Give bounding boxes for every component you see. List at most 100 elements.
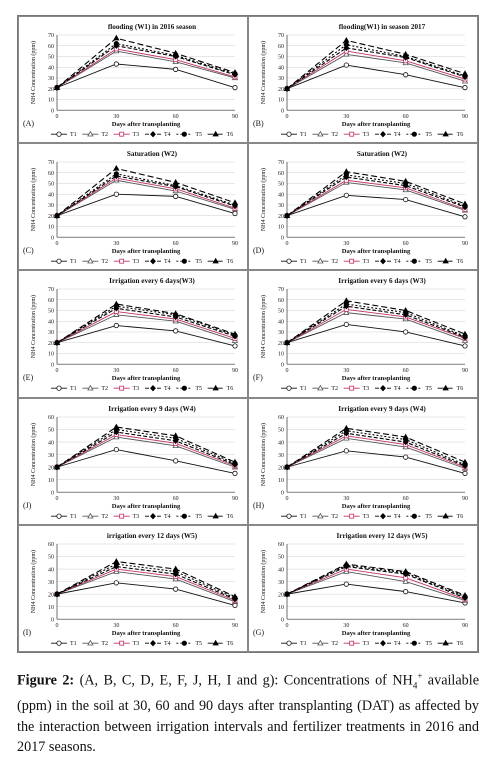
- data-point-t1: [232, 211, 238, 217]
- chart-panel: Irrigation every 9 days (W4) 0 10 20 30 40 50 6…: [248, 397, 478, 525]
- y-tick-label: 50: [48, 427, 54, 433]
- x-tick-label: 0: [286, 623, 289, 629]
- y-tick-label: 40: [48, 320, 54, 326]
- y-tick-label: 20: [278, 341, 284, 347]
- data-point-t6: [343, 36, 350, 43]
- series-line-t2: [286, 182, 466, 217]
- data-point-t6: [53, 463, 61, 469]
- data-point-t1: [173, 457, 179, 464]
- data-point-t6: [53, 84, 61, 90]
- data-point-t1: [462, 343, 468, 349]
- legend-label: T6: [227, 132, 234, 138]
- x-axis-label: Days after transplanting: [112, 376, 181, 383]
- y-axis-label: NH4 Concentration (ppm): [260, 168, 267, 231]
- x-tick-label: 60: [173, 623, 179, 629]
- series-line-t6: [286, 171, 466, 217]
- legend-marker: [212, 512, 219, 518]
- legend-label: T1: [70, 387, 77, 393]
- y-tick-label: 20: [278, 87, 284, 93]
- legend-marker: [317, 130, 324, 137]
- series-line-t5: [56, 173, 236, 217]
- series-line-t5: [56, 563, 236, 599]
- chart-panel: Irrigation every 9 days (W4) 0 10 20 30 40 50 6…: [18, 397, 248, 525]
- line-chart: flooding (W1) in 2016 season 0 10 20 30 40 50 6…: [23, 23, 239, 138]
- x-tick-label: 60: [403, 623, 409, 629]
- panel-letter: (E): [23, 374, 34, 383]
- line-chart: Irrigation every 6 days(W3) 0 10 20 30 40 50 60…: [23, 277, 239, 393]
- series-line-t1: [56, 582, 236, 606]
- x-tick-label: 60: [173, 114, 179, 120]
- legend-label: T5: [195, 514, 202, 520]
- y-tick-label: 20: [278, 214, 284, 220]
- x-tick-label: 30: [113, 369, 119, 375]
- y-tick-label: 30: [48, 580, 54, 586]
- series-line-t2: [56, 314, 236, 344]
- chart-title: flooding(W1) in season 2017: [339, 23, 426, 31]
- y-tick-label: 10: [278, 605, 284, 611]
- data-point-t6: [113, 301, 120, 307]
- y-tick-label: 10: [278, 352, 284, 358]
- data-point-t6: [461, 331, 469, 337]
- y-tick-label: 0: [51, 108, 54, 114]
- legend-marker: [150, 258, 156, 265]
- legend-marker: [56, 258, 62, 264]
- series-line-t1: [286, 583, 466, 604]
- legend-marker: [119, 258, 125, 264]
- legend-marker: [119, 131, 125, 137]
- legend-marker: [119, 513, 125, 519]
- data-point-t1: [343, 192, 349, 199]
- legend-label: T2: [101, 132, 108, 138]
- caption-text-2: available (ppm) in the soil at 30, 60 an…: [17, 672, 480, 756]
- y-tick-label: 10: [48, 477, 54, 483]
- legend-marker: [87, 512, 94, 518]
- y-tick-label: 0: [51, 617, 54, 623]
- data-point-t1: [113, 580, 119, 586]
- y-tick-label: 0: [51, 363, 54, 369]
- legend-label: T3: [363, 514, 370, 520]
- y-axis-label: NH4 Concentration (ppm): [30, 550, 37, 613]
- legend-label: T2: [331, 641, 338, 647]
- y-tick-label: 40: [278, 65, 284, 71]
- y-tick-label: 20: [48, 592, 54, 598]
- data-point-t6: [461, 70, 469, 76]
- legend-marker: [87, 130, 94, 137]
- series-line-t3: [286, 568, 466, 600]
- series-line-t3: [56, 48, 236, 89]
- series-line-t2: [56, 50, 236, 89]
- legend-marker: [181, 258, 187, 264]
- x-tick-label: 60: [173, 496, 179, 502]
- line-chart: Saturation (W2) 0 10 20 30 40 50 60 70 0 30 60 90 Day…: [253, 150, 469, 265]
- series-line-t4: [286, 565, 466, 599]
- series-line-t6: [286, 427, 466, 468]
- x-tick-label: 30: [343, 369, 349, 375]
- legend-marker: [380, 130, 386, 138]
- y-tick-label: 50: [278, 55, 284, 61]
- legend-label: T6: [227, 387, 234, 393]
- legend-label: T4: [394, 132, 401, 138]
- y-tick-label: 70: [48, 160, 54, 166]
- series-line-t1: [56, 325, 236, 347]
- legend-label: T3: [133, 514, 140, 520]
- legend-marker: [442, 130, 449, 137]
- legend-marker: [212, 257, 219, 264]
- data-point-t1: [343, 322, 349, 328]
- data-point-t6: [172, 49, 179, 56]
- series-line-t2: [286, 570, 466, 601]
- series-line-t3: [286, 50, 466, 90]
- legend-label: T1: [300, 132, 307, 138]
- data-point-t1: [403, 454, 409, 460]
- x-tick-label: 30: [343, 241, 349, 247]
- y-tick-label: 30: [278, 580, 284, 586]
- legend-label: T2: [331, 259, 338, 265]
- data-point-t6: [172, 565, 179, 572]
- y-tick-label: 10: [278, 477, 284, 483]
- figure-frame: flooding (W1) in 2016 season 0 10 20 30 40 50 6…: [17, 15, 479, 653]
- x-tick-label: 60: [403, 369, 409, 375]
- chart-title: flooding (W1) in 2016 season: [108, 23, 196, 31]
- data-point-t1: [113, 323, 119, 329]
- y-tick-label: 70: [48, 33, 54, 39]
- legend-label: T6: [457, 259, 464, 265]
- caption-text-1: (A, B, C, D, E, F, J, H, I and g): Conce…: [74, 672, 413, 689]
- y-tick-label: 70: [48, 288, 54, 294]
- legend-label: T3: [363, 387, 370, 393]
